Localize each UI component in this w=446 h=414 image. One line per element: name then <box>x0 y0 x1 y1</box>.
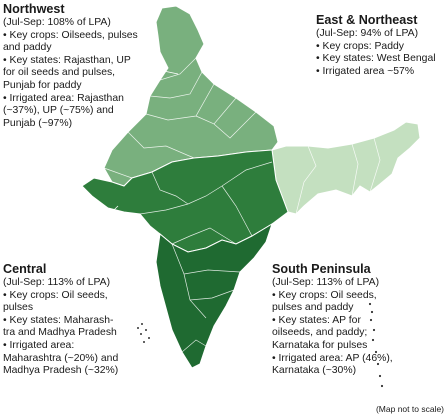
northwest-title: Northwest <box>3 2 65 16</box>
central-line: • Key states: Maharash- <box>3 314 114 326</box>
northwest-line: (~37%), UP (~75%) and <box>3 105 114 117</box>
state-boundaries <box>103 57 381 353</box>
northwest-line: • Key states: Rajasthan, UP <box>3 54 131 66</box>
northwest-line: Punjab (~97%) <box>3 117 73 129</box>
central-title: Central <box>3 262 47 276</box>
south-peninsula-line: (Jul-Sep: 113% of LPA) <box>272 277 380 288</box>
central-line: Madhya Pradesh (~32%) <box>3 365 119 377</box>
east-northeast-line: • Key states: West Bengal <box>316 53 436 65</box>
south-peninsula-line: • Irrigated area: AP (46%), <box>272 352 393 364</box>
east-northeast-region <box>271 121 421 215</box>
northwest-label: Northwest (Jul-Sep: 108% of LPA) • Key cr… <box>3 2 138 130</box>
central-line: (Jul-Sep: 113% of LPA) <box>3 277 111 288</box>
map-scale-note: (Map not to scale) <box>375 404 444 414</box>
northwest-line: for oil seeds and pulses, <box>3 67 116 79</box>
northwest-line: Punjab for paddy <box>3 79 82 91</box>
south-peninsula-line: • Key crops: Oil seeds, <box>272 289 377 301</box>
south-peninsula-region <box>155 222 273 369</box>
northwest-line: • Irrigated area: Rajasthan <box>3 92 124 104</box>
south-peninsula-line: oilseeds, and paddy; <box>272 327 368 339</box>
northwest-line: • Key crops: Oilseeds, pulses <box>3 29 138 41</box>
central-line: • Key crops: Oil seeds, <box>3 289 108 301</box>
leader-lines <box>59 65 397 313</box>
east-northeast-line: (Jul-Sep: 94% of LPA) <box>316 28 419 39</box>
east-northeast-label: East & Northeast (Jul-Sep: 94% of LPA) • … <box>316 13 436 78</box>
islands <box>137 302 384 388</box>
central-line: tra and Madhya Pradesh <box>3 327 117 339</box>
east-northeast-title: East & Northeast <box>316 13 418 27</box>
south-peninsula-line: Karnataka for pulses <box>272 339 368 351</box>
south-peninsula-line: pulses and paddy <box>272 302 354 314</box>
south-peninsula-line: Karnataka (~30%) <box>272 365 357 377</box>
central-line: pulses <box>3 302 34 314</box>
central-line: Maharashtra (~20%) and <box>3 352 119 364</box>
south-peninsula-label: South Peninsula (Jul-Sep: 113% of LPA) • … <box>272 262 393 378</box>
central-label: Central (Jul-Sep: 113% of LPA) • Key crop… <box>3 262 118 378</box>
northwest-line: (Jul-Sep: 108% of LPA) <box>3 17 111 28</box>
south-peninsula-line: • Key states: AP for <box>272 314 361 326</box>
central-line: • Irrigated area: <box>3 339 75 351</box>
east-northeast-line: • Irrigated area ~57% <box>316 65 415 77</box>
south-peninsula-title: South Peninsula <box>272 262 371 276</box>
east-northeast-line: • Key crops: Paddy <box>316 40 404 52</box>
northwest-line: and paddy <box>3 42 52 54</box>
